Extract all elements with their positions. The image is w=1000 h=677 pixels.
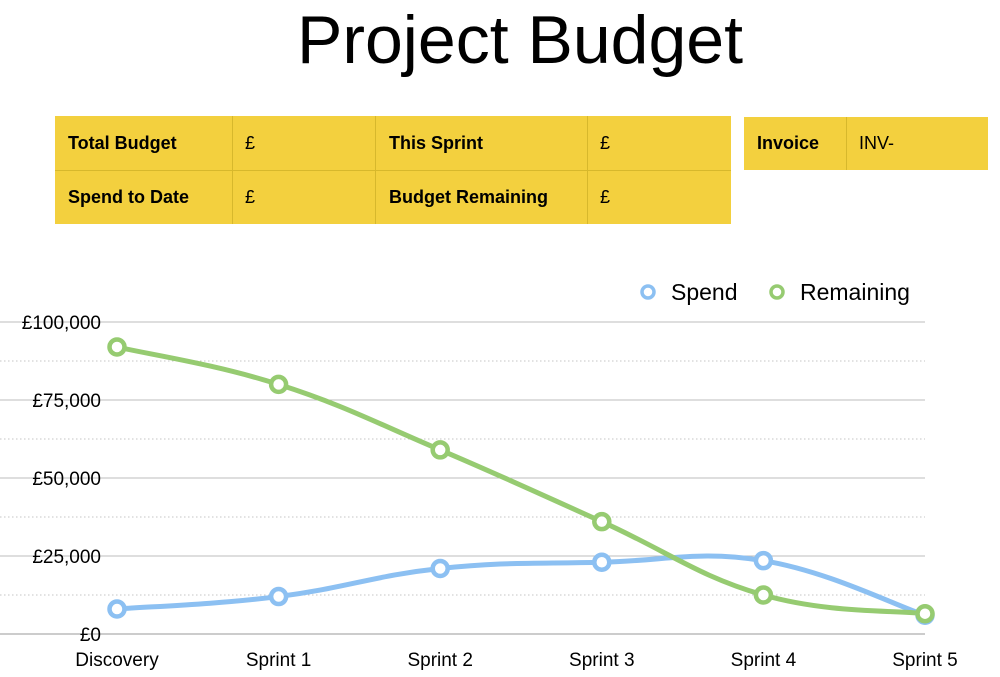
this-sprint-label: This Sprint [375,116,587,170]
legend-label-spend: Spend [671,279,738,305]
data-point-remaining [430,440,450,460]
y-tick-label: £25,000 [32,547,101,568]
total-budget-value[interactable]: £ [232,116,375,170]
budget-summary-table: Total Budget £ This Sprint £ Spend to Da… [55,116,731,224]
data-point-spend [430,558,450,579]
page-title: Project Budget [296,2,744,78]
y-tick-label: £75,000 [32,391,101,412]
series-line-spend [114,553,928,618]
x-tick-label: Sprint 3 [569,650,634,671]
budget-remaining-value[interactable]: £ [587,170,731,224]
data-point-spend [107,599,127,619]
y-axis-tick-labels: £0 £25,000 £50,000 £75,000 £100,000 [22,313,101,646]
total-budget-label: Total Budget [55,116,232,170]
invoice-value[interactable]: INV- [846,117,988,170]
budget-remaining-label: Budget Remaining [375,170,587,224]
series-lines [107,337,935,626]
x-tick-label: Sprint 4 [731,650,797,671]
data-point-remaining [915,603,935,624]
y-tick-label: £50,000 [32,469,101,490]
spend-to-date-value[interactable]: £ [232,170,375,224]
legend-marker-remaining [769,284,785,300]
y-tick-label: £100,000 [22,313,101,334]
legend-marker-spend [640,284,656,300]
invoice-label: Invoice [744,117,846,170]
series-line-remaining [114,344,928,617]
x-tick-label: Sprint 2 [407,650,472,671]
x-tick-label: Sprint 5 [892,650,957,671]
major-gridlines [0,321,925,635]
data-point-spend [268,586,289,607]
data-point-remaining [107,337,127,357]
data-point-remaining [753,585,774,605]
x-tick-label: Sprint 1 [246,650,311,671]
data-point-spend [592,552,612,572]
legend-label-remaining: Remaining [800,279,910,305]
chart-legend: Spend Remaining [640,279,910,305]
x-axis-tick-labels: Discovery Sprint 1 Sprint 2 Sprint 3 Sprint … [75,650,957,671]
this-sprint-value[interactable]: £ [587,116,731,170]
invoice-box: Invoice INV- [744,117,988,170]
spend-to-date-label: Spend to Date [55,170,232,224]
y-tick-label: £0 [80,625,101,646]
data-point-remaining [592,511,612,532]
budget-line-chart: £0 £25,000 £50,000 £75,000 £100,000 Discover… [0,279,958,671]
x-tick-label: Discovery [75,650,159,671]
data-point-spend [753,550,774,571]
data-point-remaining [268,374,289,395]
